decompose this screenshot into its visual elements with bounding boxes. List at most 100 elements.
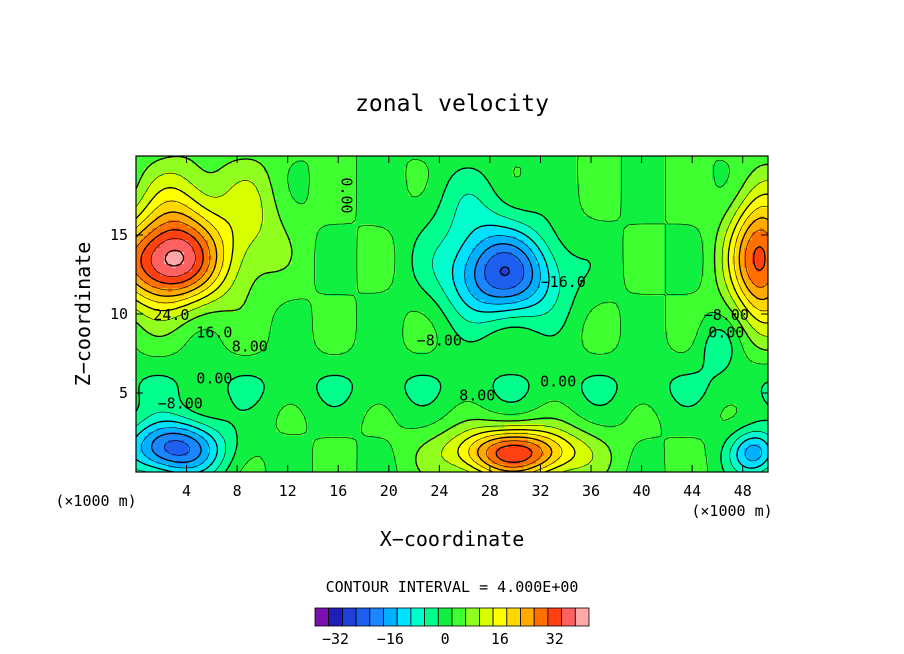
field-cell xyxy=(596,256,601,261)
field-cell xyxy=(616,204,621,209)
field-cell xyxy=(576,268,581,273)
field-cell xyxy=(652,204,657,209)
field-cell xyxy=(332,208,337,213)
field-cell xyxy=(604,224,609,229)
field-cell xyxy=(192,272,197,277)
field-cell xyxy=(588,220,593,225)
field-cell xyxy=(684,168,689,173)
field-cell xyxy=(628,176,633,181)
field-cell xyxy=(692,212,697,217)
field-cell xyxy=(564,220,569,225)
field-cell xyxy=(432,256,437,261)
field-cell xyxy=(348,280,353,285)
field-cell xyxy=(612,224,617,229)
field-cell xyxy=(488,176,493,181)
field-cell xyxy=(384,196,389,201)
field-cell xyxy=(176,276,181,281)
field-cell xyxy=(532,220,537,225)
field-cell xyxy=(576,192,581,197)
field-cell xyxy=(480,168,485,173)
field-cell xyxy=(464,232,469,237)
field-cell xyxy=(428,192,433,197)
field-cell xyxy=(244,156,249,161)
field-cell xyxy=(252,260,257,265)
field-cell xyxy=(332,192,337,197)
field-cell xyxy=(668,268,673,273)
field-cell xyxy=(480,268,485,273)
field-cell xyxy=(484,192,489,197)
field-cell xyxy=(548,204,553,209)
field-cell xyxy=(684,272,689,277)
field-cell xyxy=(464,224,469,229)
field-cell xyxy=(292,280,297,285)
field-cell xyxy=(380,252,385,257)
field-cell xyxy=(660,164,665,169)
field-cell xyxy=(220,188,225,193)
field-cell xyxy=(376,192,381,197)
field-cell xyxy=(292,196,297,201)
field-cell xyxy=(608,232,613,237)
field-cell xyxy=(692,216,697,221)
field-cell xyxy=(348,232,353,237)
field-cell xyxy=(684,264,689,269)
field-cell xyxy=(556,176,561,181)
field-cell xyxy=(200,156,205,161)
field-cell xyxy=(256,184,261,189)
field-cell xyxy=(668,236,673,241)
field-cell xyxy=(664,192,669,197)
field-cell xyxy=(348,192,353,197)
field-cell xyxy=(556,180,561,185)
field-cell xyxy=(264,172,269,177)
field-cell xyxy=(272,156,277,161)
field-cell xyxy=(492,172,497,177)
field-cell xyxy=(528,160,533,165)
field-cell xyxy=(380,212,385,217)
field-cell xyxy=(552,200,557,205)
field-cell xyxy=(452,164,457,169)
field-cell xyxy=(484,244,489,249)
field-cell xyxy=(288,272,293,277)
field-cell xyxy=(620,260,625,265)
field-cell xyxy=(256,224,261,229)
field-cell xyxy=(340,200,345,205)
field-cell xyxy=(672,204,677,209)
field-cell xyxy=(252,240,257,245)
field-cell xyxy=(588,212,593,217)
field-cell xyxy=(296,224,301,229)
field-cell xyxy=(540,204,545,209)
field-cell xyxy=(236,176,241,181)
field-cell xyxy=(204,236,209,241)
field-cell xyxy=(760,252,765,257)
field-cell xyxy=(388,276,393,281)
field-cell xyxy=(300,156,305,161)
field-cell xyxy=(364,180,369,185)
field-cell xyxy=(476,264,481,269)
field-cell xyxy=(416,196,421,201)
field-cell xyxy=(568,160,573,165)
field-cell xyxy=(372,224,377,229)
field-cell xyxy=(244,192,249,197)
field-cell xyxy=(644,196,649,201)
field-cell xyxy=(388,204,393,209)
field-cell xyxy=(296,244,301,249)
field-cell xyxy=(708,176,713,181)
field-cell xyxy=(328,256,333,261)
field-cell xyxy=(496,176,501,181)
field-cell xyxy=(364,176,369,181)
field-cell xyxy=(488,164,493,169)
field-cell xyxy=(628,212,633,217)
field-cell xyxy=(660,268,665,273)
field-cell xyxy=(192,256,197,261)
field-cell xyxy=(144,164,149,169)
field-cell xyxy=(264,160,269,165)
field-cell xyxy=(292,160,297,165)
field-cell xyxy=(552,244,557,249)
field-cell xyxy=(384,180,389,185)
field-cell xyxy=(388,264,393,269)
field-cell xyxy=(392,156,397,161)
field-cell xyxy=(216,252,221,257)
field-cell xyxy=(144,268,149,273)
field-cell xyxy=(228,256,233,261)
field-cell xyxy=(280,256,285,261)
field-cell xyxy=(272,280,277,285)
